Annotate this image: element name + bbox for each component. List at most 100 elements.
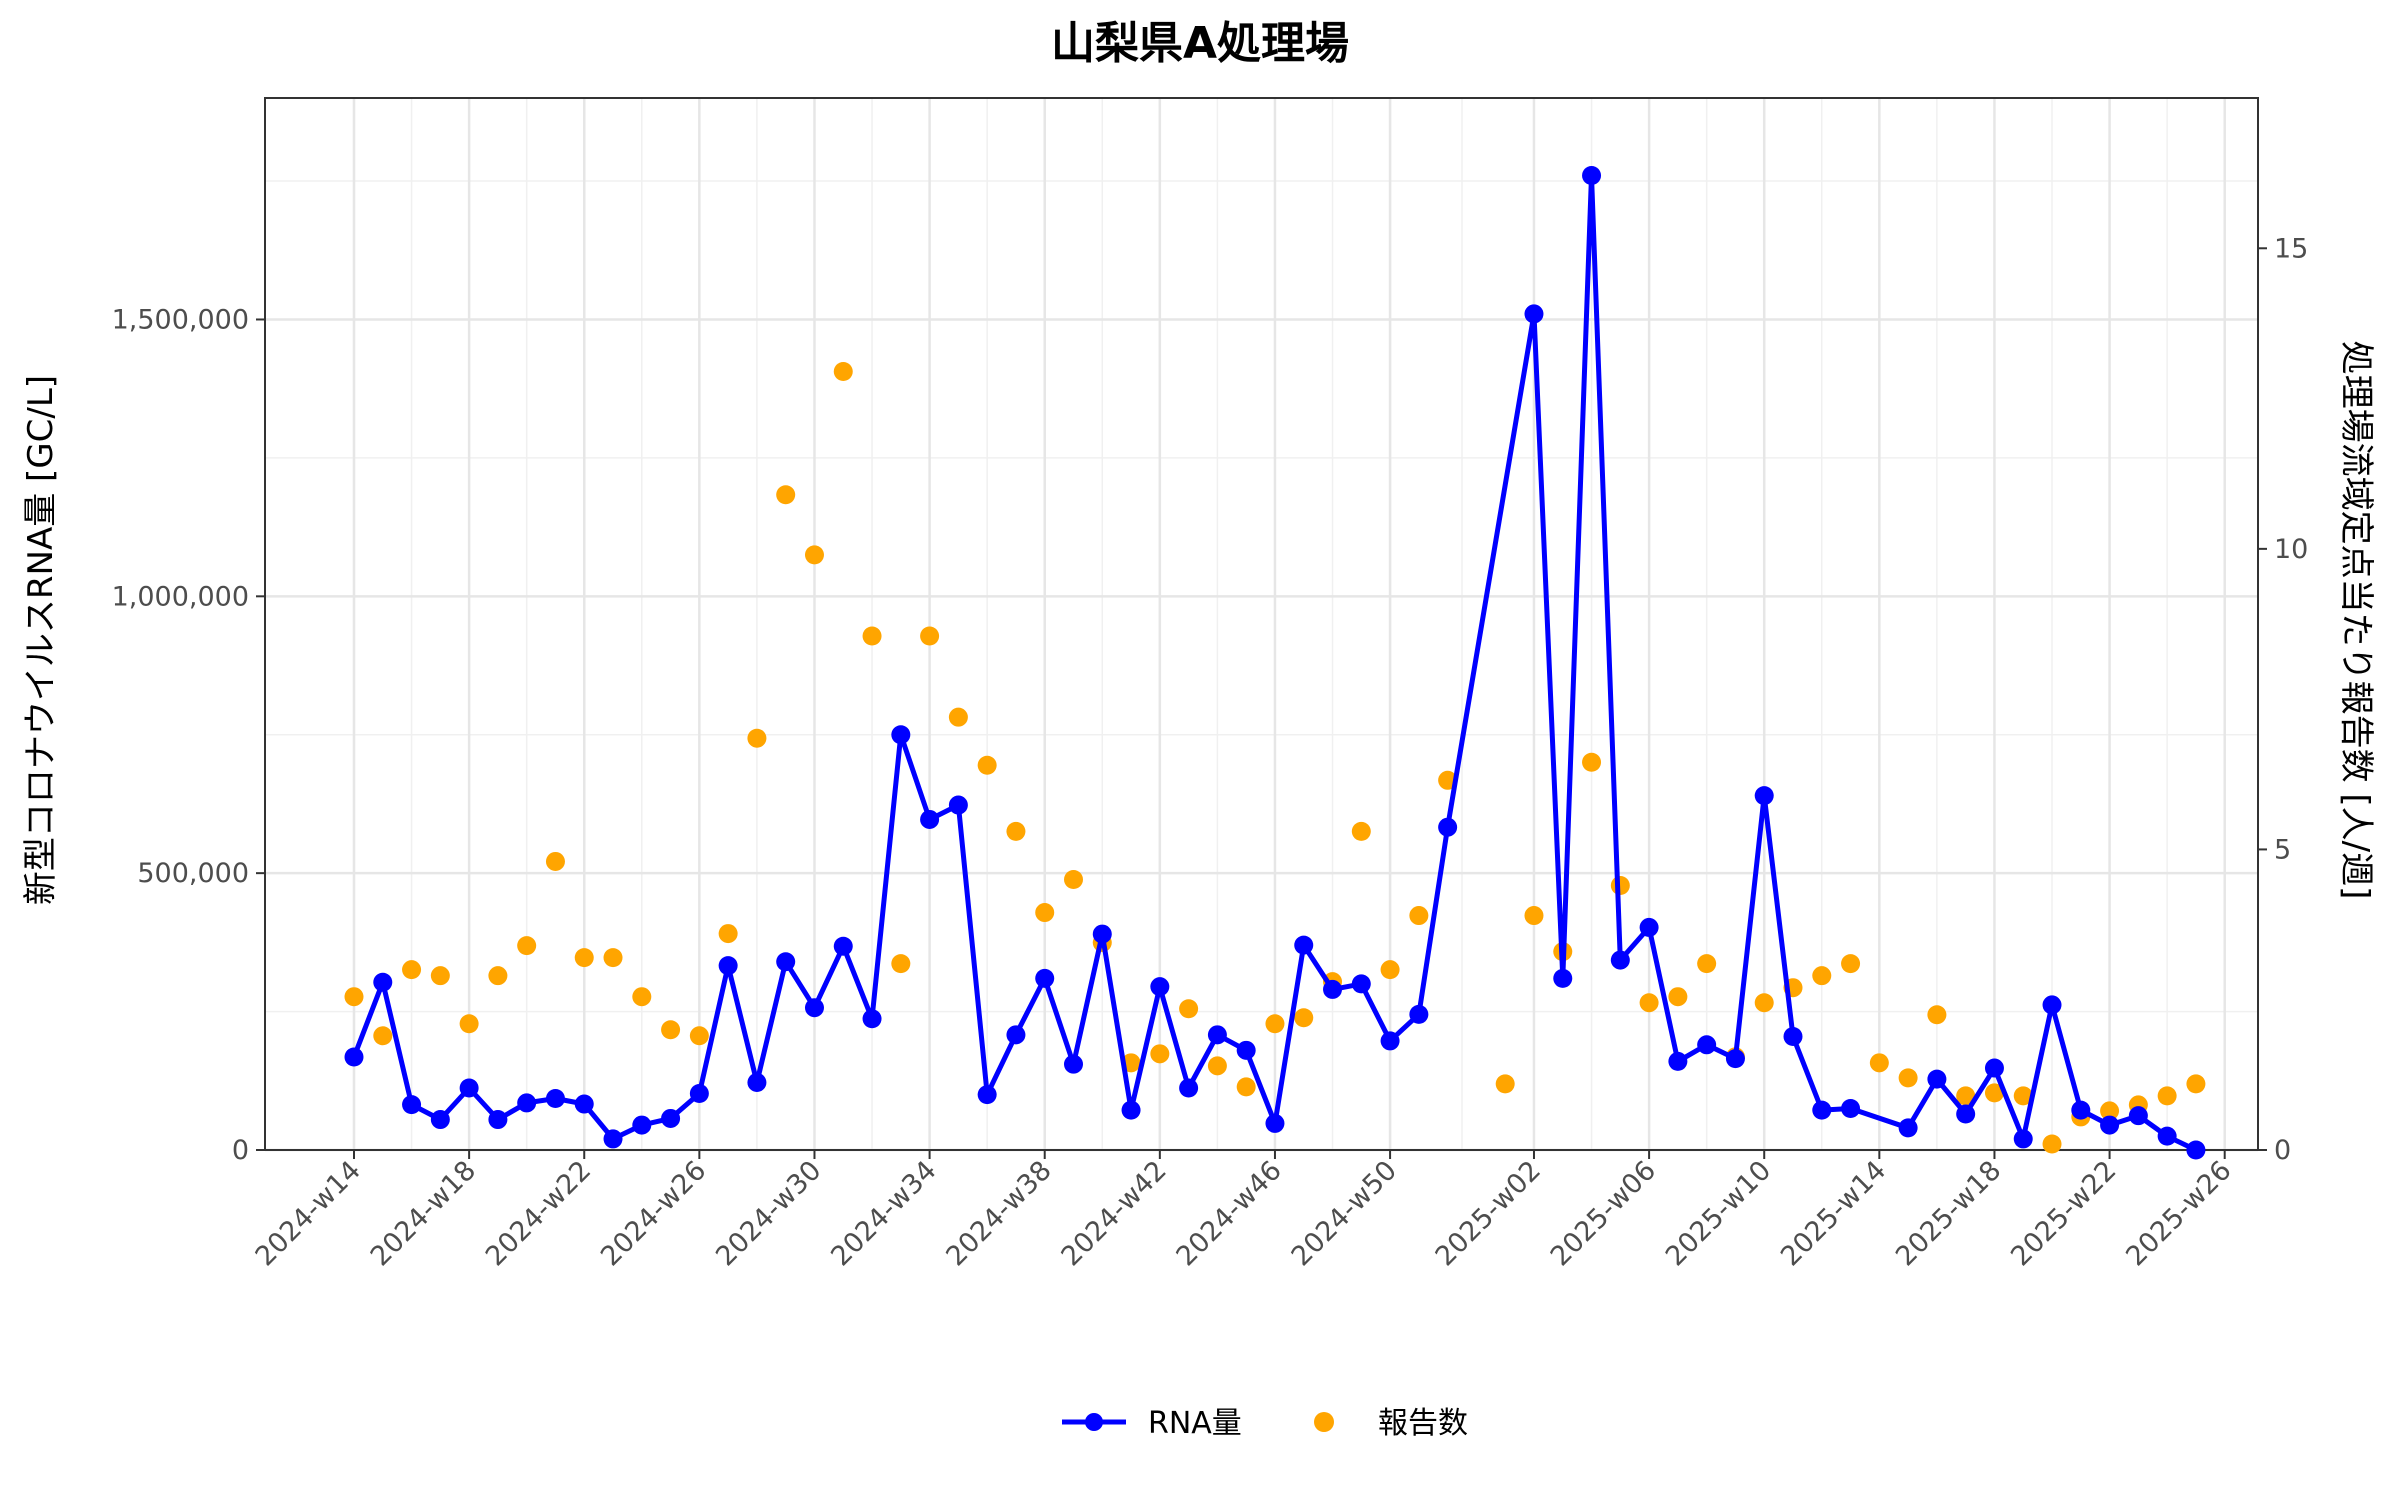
rna-point [517,1093,537,1113]
chart-title: 山梨県A処理場 [1051,18,1349,69]
report-point [1179,999,1199,1019]
rna-point [1898,1118,1918,1138]
rna-point [488,1110,508,1130]
rna-point [1323,979,1343,999]
rna-point [1351,974,1371,994]
report-point [804,545,824,565]
rna-point [1150,977,1170,997]
report-point [1409,906,1429,926]
series [344,166,2206,1160]
report-point [920,626,940,646]
report-point [1236,1077,1256,1097]
report-point [574,948,594,968]
report-point [1754,993,1774,1013]
rna-point [632,1115,652,1135]
report-point [430,966,450,986]
report-point [1610,875,1630,895]
report-point [2100,1101,2120,1121]
rna-point [948,795,968,815]
rna-point [2157,1126,2177,1146]
report-point [1668,987,1688,1007]
report-point [1898,1068,1918,1088]
report-point [1207,1056,1227,1076]
report-point [1351,821,1371,841]
legend-report-marker-icon [1314,1412,1334,1432]
rna-point [2186,1140,2206,1160]
y-tick-label: 1,000,000 [112,581,249,612]
rna-point [1984,1058,2004,1078]
rna-point [1927,1069,1947,1089]
rna-point [1409,1004,1429,1024]
rna-point [977,1085,997,1105]
report-point [1294,1008,1314,1028]
report-point [689,1026,709,1046]
rna-point [2128,1106,2148,1126]
report-point [1697,954,1717,974]
rna-point [430,1110,450,1130]
rna-point [1207,1025,1227,1045]
report-point [776,485,796,505]
rna-point [1524,304,1544,324]
report-point [1006,821,1026,841]
report-point [1150,1044,1170,1064]
rna-point [1582,166,1602,186]
report-point [1956,1086,1976,1106]
rna-point [718,956,738,976]
report-point [603,948,623,968]
report-point [1582,752,1602,772]
rna-point [2042,995,2062,1015]
report-point [833,362,853,382]
report-point [402,960,422,980]
report-point [2013,1086,2033,1106]
rna-point [862,1009,882,1029]
rna-point [1697,1035,1717,1055]
rna-point [2100,1115,2120,1135]
rna-point [402,1095,422,1115]
y2-tick-label: 5 [2274,834,2291,865]
rna-point [1754,786,1774,806]
y2-tick-label: 0 [2274,1135,2291,1166]
rna-point [1265,1113,1285,1133]
report-point [517,936,537,956]
rna-point [2071,1100,2091,1120]
report-point [661,1020,681,1040]
report-point [977,755,997,775]
rna-point [1725,1049,1745,1069]
report-point [1265,1014,1285,1034]
report-point [2186,1074,2206,1094]
rna-point [1236,1040,1256,1060]
rna-point [459,1078,479,1098]
rna-point [891,725,911,745]
rna-point [1121,1100,1141,1120]
rna-point [1179,1078,1199,1098]
report-point [891,954,911,974]
report-point [632,987,652,1007]
rna-point [1006,1025,1026,1045]
report-point [2042,1134,2062,1154]
report-point [2157,1086,2177,1106]
rna-point [344,1047,364,1067]
report-point [862,626,882,646]
report-point [1380,960,1400,980]
report-point [1984,1083,2004,1103]
report-point [1812,966,1832,986]
report-point [488,966,508,986]
y2-axis-title: 処理場流域定点当たり報告数 [人/週] [2336,341,2376,900]
legend: RNA量 報告数 [1062,1406,1468,1441]
rna-point [545,1089,565,1109]
report-point [1841,954,1861,974]
report-point [948,707,968,727]
rna-point [1812,1100,1832,1120]
report-point [718,924,738,944]
plot-border [264,97,2259,1151]
rna-point [776,952,796,972]
y-tick-label: 1,500,000 [112,304,249,335]
rna-point [1294,935,1314,955]
rna-point [1668,1051,1688,1071]
report-point [1064,869,1083,889]
rna-point [661,1108,681,1128]
report-point [545,851,565,871]
